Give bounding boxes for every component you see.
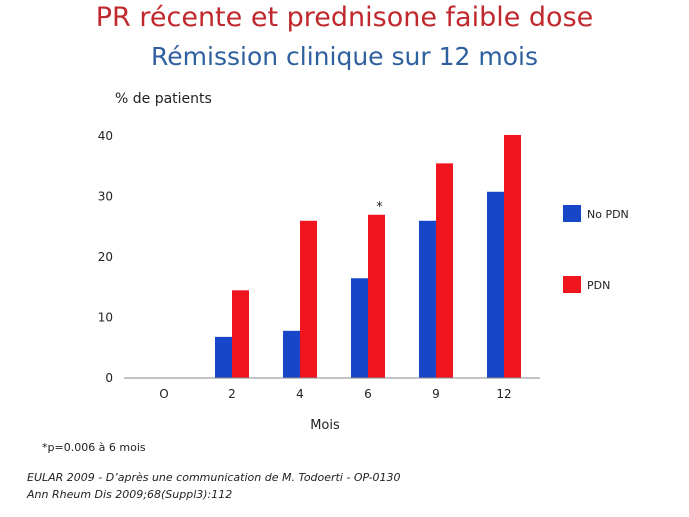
bar-no-pdn-4	[283, 330, 300, 378]
slide-subtitle: Rémission clinique sur 12 mois	[151, 42, 538, 71]
bar-no-pdn-6	[351, 278, 368, 378]
x-axis-title: Mois	[310, 418, 340, 433]
bar-no-pdn-2	[215, 336, 232, 378]
x-tick-label: 12	[496, 387, 511, 401]
bar-pdn-9	[436, 163, 453, 378]
bar-pdn-4	[300, 220, 317, 378]
x-tick-label: 9	[432, 387, 440, 401]
legend-swatch-pdn	[563, 276, 581, 293]
slide-title: PR récente et prednisone faible dose	[95, 2, 594, 33]
bar-no-pdn-9	[419, 220, 436, 378]
source-line-1: EULAR 2009 - D’après une communication d…	[27, 471, 401, 484]
x-tick-label: 2	[228, 387, 236, 401]
source-line-2: Ann Rheum Dis 2009;68(Suppl3):112	[27, 488, 233, 501]
bar-pdn-12	[504, 134, 521, 378]
bar-pdn-6	[368, 214, 385, 378]
x-tick-label: O	[159, 387, 168, 401]
y-tick-label: 40	[98, 129, 113, 143]
x-tick-label: 4	[296, 387, 304, 401]
y-axis-title: % de patients	[115, 91, 212, 107]
y-tick-label: 0	[105, 371, 113, 385]
legend-swatch-no-pdn	[563, 205, 581, 222]
x-tick-label: 6	[364, 387, 372, 401]
footnote: *p=0.006 à 6 mois	[42, 441, 146, 454]
legend: No PDN PDN	[563, 205, 629, 293]
significance-annotation: *	[376, 200, 383, 215]
bar-pdn-2	[232, 290, 249, 378]
legend-label: No PDN	[587, 208, 629, 221]
y-tick-label: 20	[98, 250, 113, 264]
legend-label: PDN	[587, 279, 610, 292]
bar-no-pdn-12	[487, 191, 504, 378]
y-tick-label: 30	[98, 190, 113, 204]
y-tick-label: 10	[98, 311, 113, 325]
